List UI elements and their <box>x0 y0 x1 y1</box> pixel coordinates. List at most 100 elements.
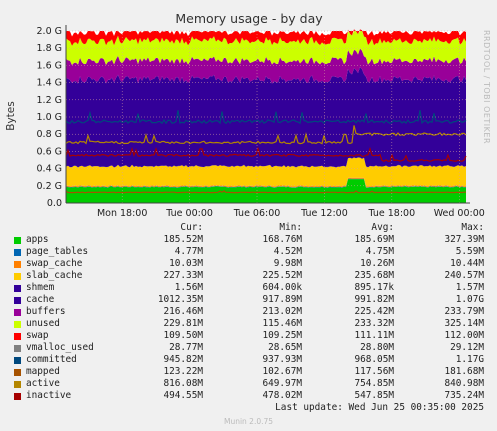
legend-min-value: 649.97M <box>262 378 302 389</box>
legend-min-value: 9.98M <box>273 258 302 269</box>
legend-avg-value: 225.42M <box>354 306 394 317</box>
legend-swatch <box>14 261 21 268</box>
legend-avg-value: 547.85M <box>354 390 394 401</box>
legend-swatch <box>14 273 21 280</box>
legend-label: swap <box>26 330 49 341</box>
legend-avg-value: 111.11M <box>354 330 394 341</box>
y-tick-label: 0.4 G <box>37 164 63 175</box>
y-tick-label: 1.8 G <box>37 43 63 54</box>
header-avg: Avg: <box>371 222 394 233</box>
legend-min-value: 102.67M <box>262 366 302 377</box>
legend-avg-value: 10.26M <box>360 258 394 269</box>
legend-swatch <box>14 393 21 400</box>
legend-item-swap-cache: swap_cache 10.03M 9.98M 10.26M 10.44M <box>12 258 490 270</box>
legend-cur-value: 494.55M <box>163 390 203 401</box>
legend-swatch <box>14 237 21 244</box>
y-tick-label: 0.0 <box>47 198 62 209</box>
legend-avg-value: 754.85M <box>354 378 394 389</box>
line-committed <box>65 110 467 125</box>
legend-min-value: 937.93M <box>262 354 302 365</box>
legend-label: committed <box>26 354 77 365</box>
legend-label: unused <box>26 318 60 329</box>
legend-min-value: 4.52M <box>273 246 302 257</box>
x-tick-label: Tue 12:00 <box>300 208 348 219</box>
legend-max-value: 1.17G <box>455 354 484 365</box>
legend-min-value: 168.76M <box>262 234 302 245</box>
legend-max-value: 735.24M <box>444 390 484 401</box>
legend-cur-value: 816.08M <box>163 378 203 389</box>
legend-swatch <box>14 345 21 352</box>
x-tick-label: Tue 00:00 <box>165 208 213 219</box>
legend-item-slab-cache: slab_cache 227.33M 225.52M 235.68M 240.57M <box>12 270 490 282</box>
legend-item-apps: apps 185.52M 168.76M 185.69M 327.39M <box>12 234 490 246</box>
legend-max-value: 112.00M <box>444 330 484 341</box>
legend-min-value: 213.02M <box>262 306 302 317</box>
legend-item-inactive: inactive 494.55M 478.02M 547.85M 735.24M <box>12 390 490 402</box>
legend-label: slab_cache <box>26 270 83 281</box>
legend-label: vmalloc_used <box>26 342 94 353</box>
legend-cur-value: 28.77M <box>169 342 203 353</box>
legend-cur-value: 1.56M <box>174 282 203 293</box>
legend-cur-value: 185.52M <box>163 234 203 245</box>
legend-header: Cur: Min: Avg: Max: <box>12 222 490 234</box>
legend-max-value: 181.68M <box>444 366 484 377</box>
area-buffers <box>66 48 466 84</box>
header-cur: Cur: <box>180 222 203 233</box>
legend-item-shmem: shmem 1.56M 604.00k 895.17k 1.57M <box>12 282 490 294</box>
legend-cur-value: 10.03M <box>169 258 203 269</box>
munin-version: Munin 2.0.75 <box>223 417 274 426</box>
legend-label: active <box>26 378 60 389</box>
legend-min-value: 478.02M <box>262 390 302 401</box>
area-page-tables <box>66 178 466 188</box>
area-unused <box>66 31 466 65</box>
x-tick-label: Tue 18:00 <box>368 208 416 219</box>
y-tick-label: 0.6 G <box>37 146 63 157</box>
area-apps <box>66 179 466 203</box>
legend-item-vmalloc-used: vmalloc_used 28.77M 28.65M 28.80M 29.12M <box>12 342 490 354</box>
legend-item-page-tables: page_tables 4.77M 4.52M 4.75M 5.59M <box>12 246 490 258</box>
area-swap <box>66 29 466 46</box>
legend-max-value: 327.39M <box>444 234 484 245</box>
x-axis: Mon 18:00 Tue 00:00 Tue 06:00 Tue 12:00 Tue … <box>97 208 485 219</box>
legend-swatch <box>14 285 21 292</box>
line-mapped <box>65 190 466 194</box>
legend-label: cache <box>26 294 55 305</box>
legend-swatch <box>14 333 21 340</box>
legend-cur-value: 229.81M <box>163 318 203 329</box>
legend-max-value: 10.44M <box>450 258 484 269</box>
legend-label: inactive <box>26 390 72 401</box>
legend-min-value: 115.46M <box>262 318 302 329</box>
legend-min-value: 917.89M <box>262 294 302 305</box>
y-tick-label: 1.0 G <box>37 112 63 123</box>
legend-min-value: 604.00k <box>262 282 302 293</box>
y-axis: 0.0 0.2 G 0.4 G 0.6 G 0.8 G 1.0 G 1.2 G 1.4 G 1.… <box>37 26 63 209</box>
x-tick-label: Wed 00:00 <box>434 208 485 219</box>
legend-cur-value: 1012.35M <box>157 294 203 305</box>
line-active <box>65 125 467 145</box>
legend-swatch <box>14 321 21 328</box>
legend-item-active: active 816.08M 649.97M 754.85M 840.98M <box>12 378 490 390</box>
legend-cur-value: 4.77M <box>174 246 203 257</box>
y-tick-label: 2.0 G <box>37 26 63 37</box>
legend-cur-value: 109.50M <box>163 330 203 341</box>
y-tick-label: 1.2 G <box>37 95 63 106</box>
legend-label: apps <box>26 234 49 245</box>
area-slab-cache <box>66 157 466 187</box>
line-inactive <box>65 146 467 163</box>
x-tick-label: Mon 18:00 <box>97 208 147 219</box>
legend-avg-value: 235.68M <box>354 270 394 281</box>
legend-swatch <box>14 369 21 376</box>
legend-min-value: 225.52M <box>262 270 302 281</box>
legend-item-swap: swap 109.50M 109.25M 111.11M 112.00M <box>12 330 490 342</box>
legend-min-value: 109.25M <box>262 330 302 341</box>
legend-label: swap_cache <box>26 258 83 269</box>
legend-max-value: 1.07G <box>455 294 484 305</box>
legend-label: page_tables <box>26 246 89 257</box>
legend-label: shmem <box>26 282 55 293</box>
area-swap-cache <box>66 177 466 188</box>
legend-avg-value: 968.05M <box>354 354 394 365</box>
legend-cur-value: 123.22M <box>163 366 203 377</box>
plot-area <box>65 25 470 204</box>
y-axis-label: Bytes <box>5 101 17 130</box>
legend-max-value: 5.59M <box>455 246 484 257</box>
